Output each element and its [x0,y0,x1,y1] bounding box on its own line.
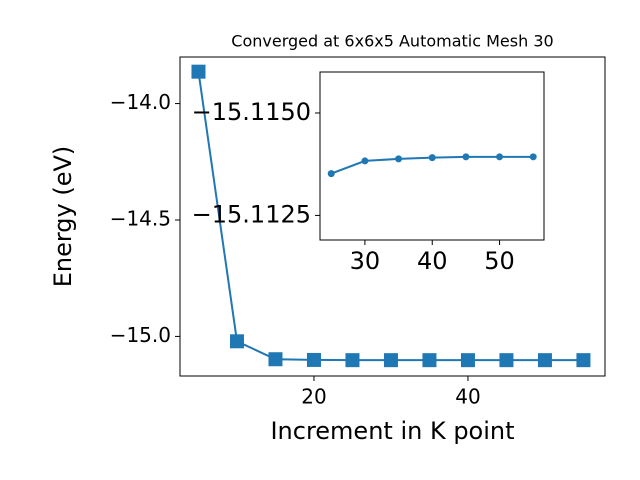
marker [268,352,283,367]
x-tick-label: 50 [484,247,515,275]
x-tick-label: 20 [301,385,326,409]
x-tick-label: 30 [350,247,381,275]
axes-frame [319,71,545,241]
axes-frame [179,56,606,377]
y-tick-label: −15.1150 [192,98,311,126]
marker [428,154,436,162]
marker [383,353,398,368]
y-tick-label: −15.1125 [192,200,311,228]
x-tick-label: 40 [455,385,480,409]
marker [191,64,206,79]
marker [460,353,475,368]
marker [496,153,504,161]
y-tick-label: −14.5 [110,206,171,230]
marker [576,353,591,368]
marker [306,352,321,367]
y-tick-label: −14.0 [110,90,171,114]
x-axis-label: Increment in K point [270,417,514,445]
marker [327,170,335,178]
marker [422,353,437,368]
y-axis-label: Energy (eV) [49,146,77,288]
marker [462,153,470,161]
marker [537,353,552,368]
y-tick-label: −15.0 [110,323,171,347]
x-tick-label: 40 [417,247,448,275]
marker [529,153,537,161]
marker [361,157,369,165]
marker [395,155,403,163]
marker [499,353,514,368]
marker [229,334,244,349]
chart-title: Converged at 6x6x5 Automatic Mesh 30 [231,32,553,51]
marker [345,353,360,368]
